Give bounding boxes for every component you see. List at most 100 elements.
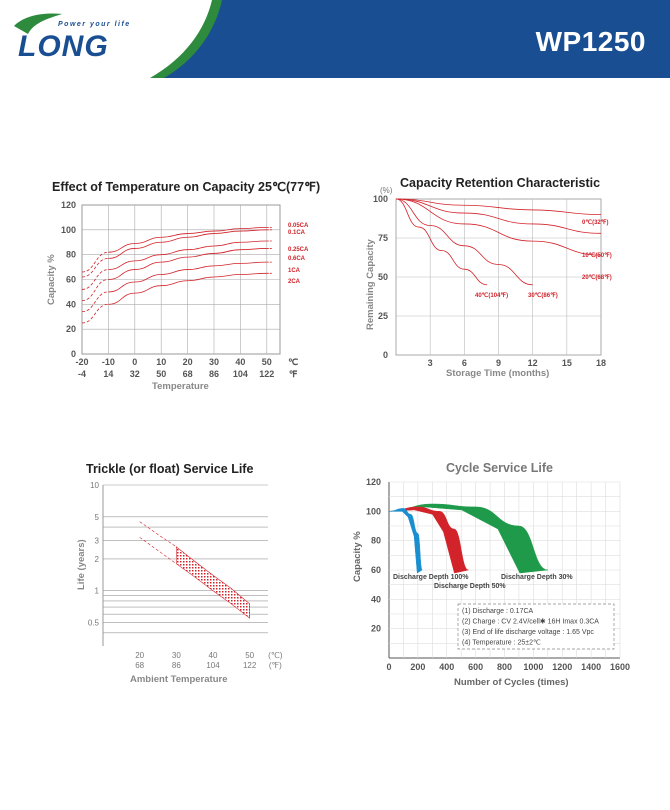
y-tick-label: 100 (366, 506, 381, 516)
life-band-dashed-lower (139, 537, 177, 564)
series-label: 0℃(32℉) (582, 219, 608, 226)
chart-title: Capacity Retention Characteristic (400, 176, 600, 190)
x-axis-label: Storage Time (months) (446, 368, 549, 379)
series-line (108, 226, 267, 253)
condition-note: (4) Temperature : 25±2℃ (462, 640, 541, 647)
x-tick-label-f: 86 (209, 369, 219, 379)
series-label: Discharge Depth 30% (501, 574, 573, 581)
x-tick-label-c: 40 (209, 651, 218, 660)
x-tick-label-c: 20 (183, 357, 193, 367)
x-tick-label: 1000 (523, 662, 543, 672)
y-tick-label: 40 (371, 594, 381, 604)
y-unit-label: (%) (380, 186, 393, 195)
header-banner: Power your life LONG WP1250 (0, 0, 670, 78)
series-line (395, 198, 488, 286)
x-tick-label: 600 (468, 662, 483, 672)
x-tick-label-f: 50 (156, 369, 166, 379)
series-label: Discharge Depth 50% (434, 583, 506, 590)
y-axis-label: Life (years) (76, 539, 87, 590)
series-line (395, 198, 602, 256)
y-tick-label: 10 (90, 481, 99, 490)
x-tick-label-f: 14 (103, 369, 113, 379)
x-tick-label-c: 20 (135, 651, 144, 660)
x-axis-label: Number of Cycles (times) (454, 677, 569, 688)
y-tick-label: 75 (378, 233, 388, 243)
x-tick-label-f: 122 (259, 369, 274, 379)
x-tick-label: 200 (410, 662, 425, 672)
series-line (108, 272, 267, 305)
x-axis-label: Ambient Temperature (130, 674, 227, 685)
series-area (388, 508, 424, 574)
series-line-dashed (81, 269, 109, 290)
y-tick-label: 0.5 (88, 619, 100, 628)
plot-frame (81, 204, 281, 355)
series-line-dashed (81, 279, 109, 302)
series-label: 40℃(104℉) (475, 292, 508, 299)
grid (81, 204, 281, 355)
series-line (395, 198, 602, 215)
x-tick-label-c: 50 (262, 357, 272, 367)
life-band (139, 521, 250, 619)
tick-labels: 100 75 50 25 0 3 6 9 12 15 18 (373, 194, 606, 368)
x-tick-label-c: 30 (209, 357, 219, 367)
plot-frame (395, 198, 602, 356)
series-line (395, 198, 602, 234)
series-area (388, 503, 548, 574)
y-tick-label: 20 (371, 624, 381, 634)
conditions-frame (457, 603, 615, 650)
x-tick-label: 400 (439, 662, 454, 672)
series-label: 0.25CA (288, 247, 309, 253)
x-tick-label-f: -4 (78, 369, 86, 379)
series-label: 2CA (288, 279, 301, 285)
x-tick-label: 15 (562, 358, 572, 368)
condition-note: (3) End of life discharge voltage : 1.65… (462, 629, 594, 636)
chart-title: Effect of Temperature on Capacity 25℃(77… (52, 180, 320, 194)
y-tick-label: 2 (95, 555, 100, 564)
y-tick-label: 100 (373, 194, 388, 204)
life-band-area (176, 546, 250, 619)
y-tick-label: 0 (71, 349, 76, 359)
chart-title: Cycle Service Life (446, 461, 553, 475)
y-tick-label: 60 (66, 275, 76, 285)
x-tick-label-c: 30 (172, 651, 181, 660)
y-axis-label: Remaining Capacity (365, 238, 376, 330)
x-tick-label-c: 40 (235, 357, 245, 367)
y-tick-label: 40 (66, 299, 76, 309)
x-tick-label-c: 0 (132, 357, 137, 367)
x-tick-label: 12 (528, 358, 538, 368)
x-tick-label-f: 122 (243, 661, 257, 670)
grid (102, 484, 268, 646)
y-tick-label: 20 (66, 324, 76, 334)
series-line (108, 261, 267, 293)
series-line-dashed (81, 257, 109, 278)
y-tick-label: 80 (371, 536, 381, 546)
series-label: 0.1CA (288, 230, 306, 236)
series-areas: Discharge Depth 100% Discharge Depth 50% D… (388, 503, 573, 590)
series-label: Discharge Depth 100% (393, 574, 469, 581)
x-tick-label: 6 (462, 358, 467, 368)
x-tick-label: 9 (496, 358, 501, 368)
x-tick-label-f: 32 (130, 369, 140, 379)
x-tick-label-f: 68 (135, 661, 144, 670)
y-axis-label: Capacity % (46, 254, 57, 305)
y-tick-label: 100 (61, 225, 76, 235)
x-tick-label-f: (℉) (269, 661, 282, 670)
series-label: 30℃(86℉) (528, 292, 558, 299)
x-tick-label-f: 68 (183, 369, 193, 379)
series-line (108, 229, 267, 259)
y-tick-label: 50 (378, 272, 388, 282)
y-tick-label: 60 (371, 565, 381, 575)
y-tick-label: 3 (95, 536, 100, 545)
series-label: 10℃(50℉) (582, 252, 612, 259)
series-line-dashed (81, 303, 109, 324)
x-tick-label: 0 (386, 662, 391, 672)
x-tick-label-f: 104 (206, 661, 220, 670)
logo: Power your life LONG (0, 0, 222, 78)
series-line-dashed (81, 291, 109, 313)
series-label: 0.05CA (288, 223, 309, 229)
